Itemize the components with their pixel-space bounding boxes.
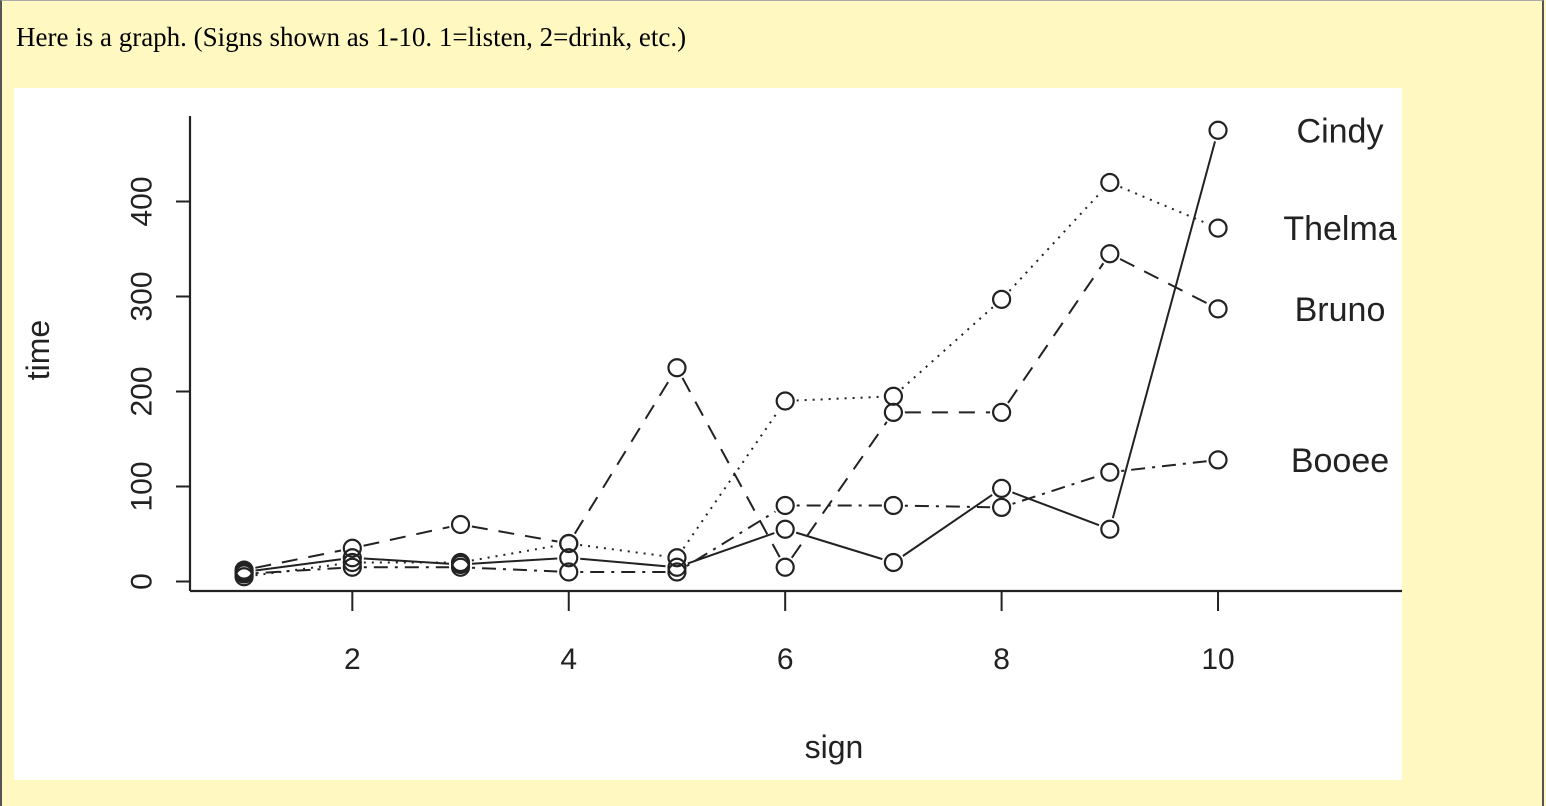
data-point-marker (667, 557, 687, 577)
series-line-segment (255, 566, 341, 575)
y-tick-label: 400 (126, 176, 159, 226)
series-label: Booee (1291, 442, 1389, 480)
series-line-segment (1012, 474, 1100, 505)
data-point-marker (342, 538, 362, 558)
y-tick-label: 300 (126, 271, 159, 321)
data-point-marker (1208, 218, 1228, 238)
series-line-segment (1121, 460, 1207, 472)
y-axis-label: time (20, 320, 56, 380)
data-point-marker (559, 548, 579, 568)
x-tick-label: 8 (993, 643, 1010, 676)
series-line-segment (363, 525, 450, 547)
data-point-marker (1208, 450, 1228, 470)
y-tick-label: 100 (126, 461, 159, 511)
data-point-marker (450, 557, 471, 577)
data-point-marker (559, 562, 579, 582)
x-tick-label: 10 (1201, 643, 1234, 676)
data-point-marker (1100, 244, 1120, 264)
series-line-segment (902, 494, 993, 557)
series-line-segment (471, 544, 558, 562)
series-line-segment (1007, 262, 1105, 404)
line-chart: 0 100 200 300 400 2 4 6 8 10 sign time Cindy Thelma Br… (20, 112, 1402, 765)
series-line-segment (573, 377, 672, 535)
series-line-segment (795, 531, 883, 561)
series-line-segment (1120, 186, 1208, 225)
series-line-segment (255, 549, 342, 569)
plot-panel: 0 100 200 300 400 2 4 6 8 10 sign time Cindy Thelma Br… (14, 88, 1402, 780)
series-label: Thelma (1283, 210, 1396, 248)
series-line-segment (796, 395, 882, 402)
x-tick-label: 4 (560, 643, 577, 676)
data-point-marker (992, 478, 1012, 498)
data-point-marker (450, 552, 471, 573)
series-line-segment (471, 525, 558, 543)
series-line-segment (255, 558, 342, 572)
data-point-marker (1100, 462, 1120, 482)
data-point-marker (667, 548, 687, 568)
x-axis-label: sign (805, 729, 864, 765)
series-line-segment (1012, 491, 1100, 527)
series-line-segment (790, 421, 888, 559)
series-label: Cindy (1297, 112, 1384, 150)
data-point-marker (883, 402, 903, 422)
series-line-segment (580, 544, 666, 558)
data-point-marker (883, 495, 903, 516)
data-point-marker (342, 552, 362, 573)
data-point-marker (992, 497, 1012, 517)
data-point-marker (342, 557, 362, 577)
y-tick-label: 0 (126, 573, 159, 590)
data-point-marker (992, 289, 1012, 309)
data-point-marker (775, 557, 795, 577)
data-point-marker (883, 552, 903, 573)
data-point-marker (775, 391, 795, 411)
series-line-segment (686, 510, 776, 567)
series-line-segment (681, 377, 781, 558)
data-point-marker (1208, 120, 1228, 140)
y-tick-label: 200 (126, 366, 159, 416)
data-point-marker (992, 402, 1012, 422)
x-tick-label: 6 (777, 643, 794, 676)
data-point-marker (450, 514, 471, 535)
series-line-segment (687, 532, 775, 565)
series-label: Bruno (1295, 291, 1386, 329)
data-point-marker (775, 519, 795, 539)
data-point-marker (1100, 519, 1120, 539)
data-point-marker (667, 358, 687, 378)
series-line-segment (901, 306, 994, 390)
series-line-segment (904, 504, 991, 509)
series-line-segment (471, 557, 558, 565)
data-point-marker (1100, 172, 1120, 193)
data-point-marker (775, 495, 795, 516)
series-line-segment (1008, 190, 1103, 292)
data-point-marker (883, 386, 903, 406)
data-point-marker (234, 564, 254, 584)
data-point-marker (342, 548, 362, 568)
data-point-marker (1208, 299, 1228, 319)
data-point-marker (559, 533, 579, 554)
data-point-marker (667, 562, 687, 582)
series-line-segment (471, 566, 558, 573)
series-line-segment (363, 557, 450, 565)
series-line-segment (1111, 141, 1216, 519)
series-line-segment (1119, 258, 1209, 305)
series-line-segment (580, 557, 666, 568)
graph-caption: Here is a graph. (Signs shown as 1-10. 1… (16, 22, 687, 52)
x-tick-label: 2 (344, 643, 361, 676)
